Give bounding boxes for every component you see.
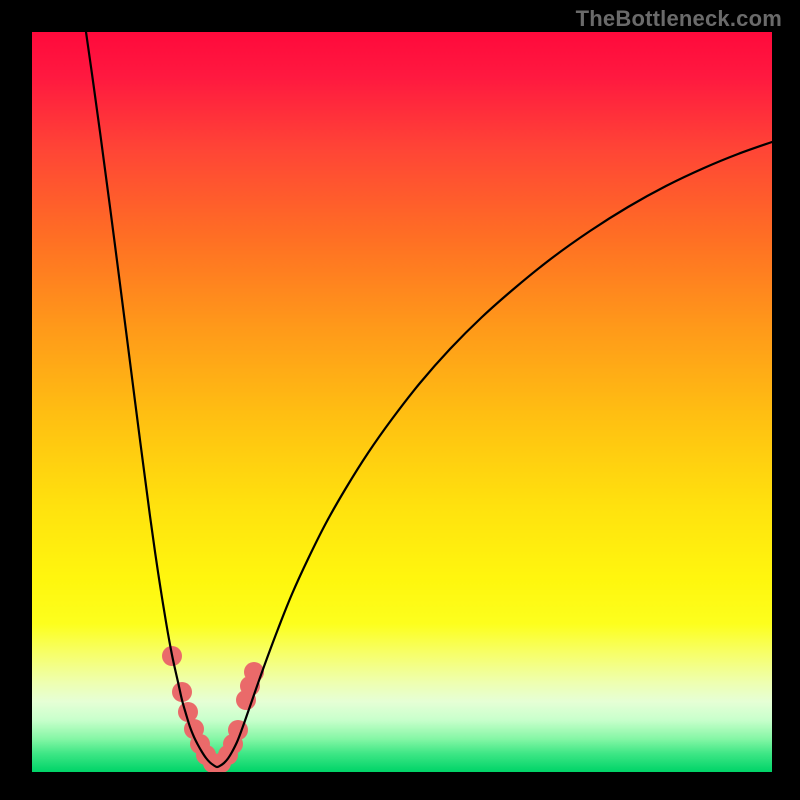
chart-root: TheBottleneck.com [0, 0, 800, 800]
watermark-text: TheBottleneck.com [576, 6, 782, 32]
plot-area [32, 32, 772, 772]
gradient-background [32, 32, 772, 772]
